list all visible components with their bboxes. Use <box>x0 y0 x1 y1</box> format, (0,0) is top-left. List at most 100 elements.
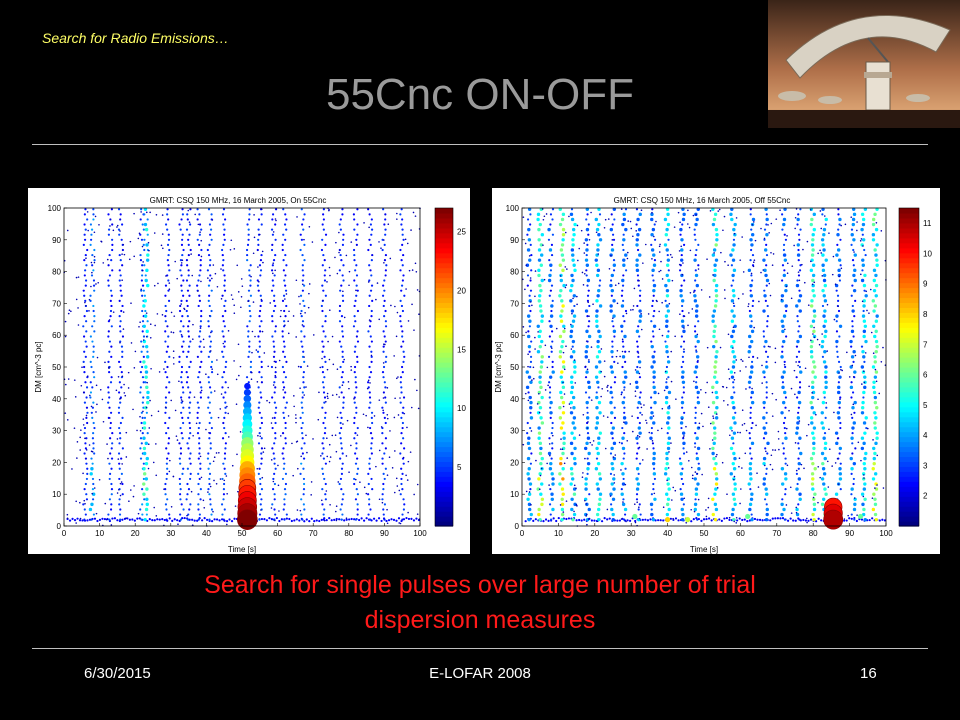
data-point <box>356 355 359 358</box>
colorbar-segment <box>899 208 919 214</box>
data-point <box>353 370 356 374</box>
data-point <box>651 355 655 359</box>
data-point <box>310 481 313 483</box>
data-point <box>780 294 785 298</box>
colorbar-segment <box>899 456 919 463</box>
data-point <box>772 253 775 255</box>
data-point <box>548 503 552 506</box>
data-point <box>301 452 304 455</box>
data-point <box>665 512 670 517</box>
data-point <box>260 360 263 364</box>
data-point <box>783 416 787 419</box>
data-point <box>592 440 595 442</box>
data-point <box>600 520 604 523</box>
data-point <box>142 396 145 399</box>
data-point <box>609 279 613 282</box>
data-point <box>92 279 96 282</box>
colorbar-segment <box>899 287 919 294</box>
data-point <box>637 400 641 405</box>
data-point <box>872 268 877 273</box>
data-point <box>282 457 285 460</box>
data-point <box>824 329 828 334</box>
data-point <box>197 426 200 430</box>
data-point <box>282 467 285 470</box>
data-point <box>389 257 392 260</box>
data-point <box>709 210 712 212</box>
data-point <box>301 437 304 440</box>
data-point <box>548 259 551 262</box>
data-point <box>410 229 412 231</box>
data-point <box>142 360 146 364</box>
data-point <box>339 253 342 257</box>
data-point <box>529 301 532 303</box>
data-point <box>666 441 671 446</box>
data-point <box>92 432 95 435</box>
data-point <box>850 228 854 231</box>
data-point <box>857 441 860 444</box>
data-point <box>595 416 599 420</box>
data-point <box>367 482 370 486</box>
data-point <box>534 270 537 272</box>
colorbar-segment <box>435 247 453 254</box>
data-point <box>765 360 768 364</box>
data-point <box>339 457 342 460</box>
data-point <box>260 452 263 455</box>
data-point <box>595 319 599 323</box>
data-point <box>694 238 697 241</box>
data-point <box>208 294 211 297</box>
data-point <box>176 519 179 522</box>
data-point <box>341 462 344 465</box>
data-point <box>165 518 168 521</box>
data-point <box>680 497 684 501</box>
data-point <box>558 406 562 410</box>
data-point <box>220 268 222 270</box>
data-point <box>180 365 184 369</box>
colorbar-segment <box>435 342 453 348</box>
data-point <box>583 273 586 275</box>
data-point <box>90 518 93 521</box>
data-point <box>597 386 600 389</box>
data-point <box>321 467 324 470</box>
data-point <box>164 304 167 308</box>
data-point <box>751 279 754 282</box>
data-point <box>527 365 529 368</box>
data-point <box>596 268 601 273</box>
data-point <box>168 381 171 384</box>
data-point <box>118 503 121 506</box>
data-point <box>400 289 403 292</box>
data-point <box>384 269 387 272</box>
data-point <box>107 513 110 516</box>
data-point <box>320 248 324 252</box>
data-point <box>377 517 381 520</box>
data-point <box>766 325 769 328</box>
data-point <box>798 360 801 364</box>
data-point <box>838 275 840 278</box>
data-point <box>682 441 686 446</box>
data-point <box>197 508 200 511</box>
data-point <box>89 381 92 384</box>
data-point <box>144 278 148 283</box>
data-point <box>209 228 213 231</box>
data-point <box>273 401 276 404</box>
data-point <box>726 493 728 496</box>
data-point <box>141 223 144 226</box>
data-point <box>655 220 657 223</box>
data-point <box>274 370 277 374</box>
colorbar-tick-label: 10 <box>923 249 932 258</box>
data-point <box>84 208 87 211</box>
data-point <box>769 463 772 466</box>
data-point <box>300 455 302 458</box>
data-point <box>356 426 359 430</box>
data-point <box>620 391 623 394</box>
x-tick-label: 100 <box>413 529 427 538</box>
data-point <box>108 417 111 419</box>
data-point <box>321 488 324 491</box>
data-point <box>226 523 228 526</box>
data-point <box>784 304 788 308</box>
data-point <box>586 368 589 371</box>
data-point <box>213 456 216 459</box>
data-point <box>273 472 276 475</box>
data-point <box>91 477 95 481</box>
data-point <box>621 400 625 405</box>
data-point <box>637 472 640 475</box>
